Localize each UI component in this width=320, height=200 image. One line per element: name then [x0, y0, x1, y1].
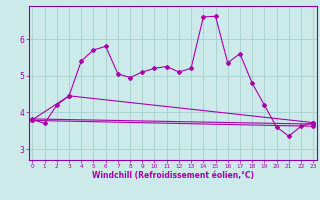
X-axis label: Windchill (Refroidissement éolien,°C): Windchill (Refroidissement éolien,°C) [92, 171, 254, 180]
